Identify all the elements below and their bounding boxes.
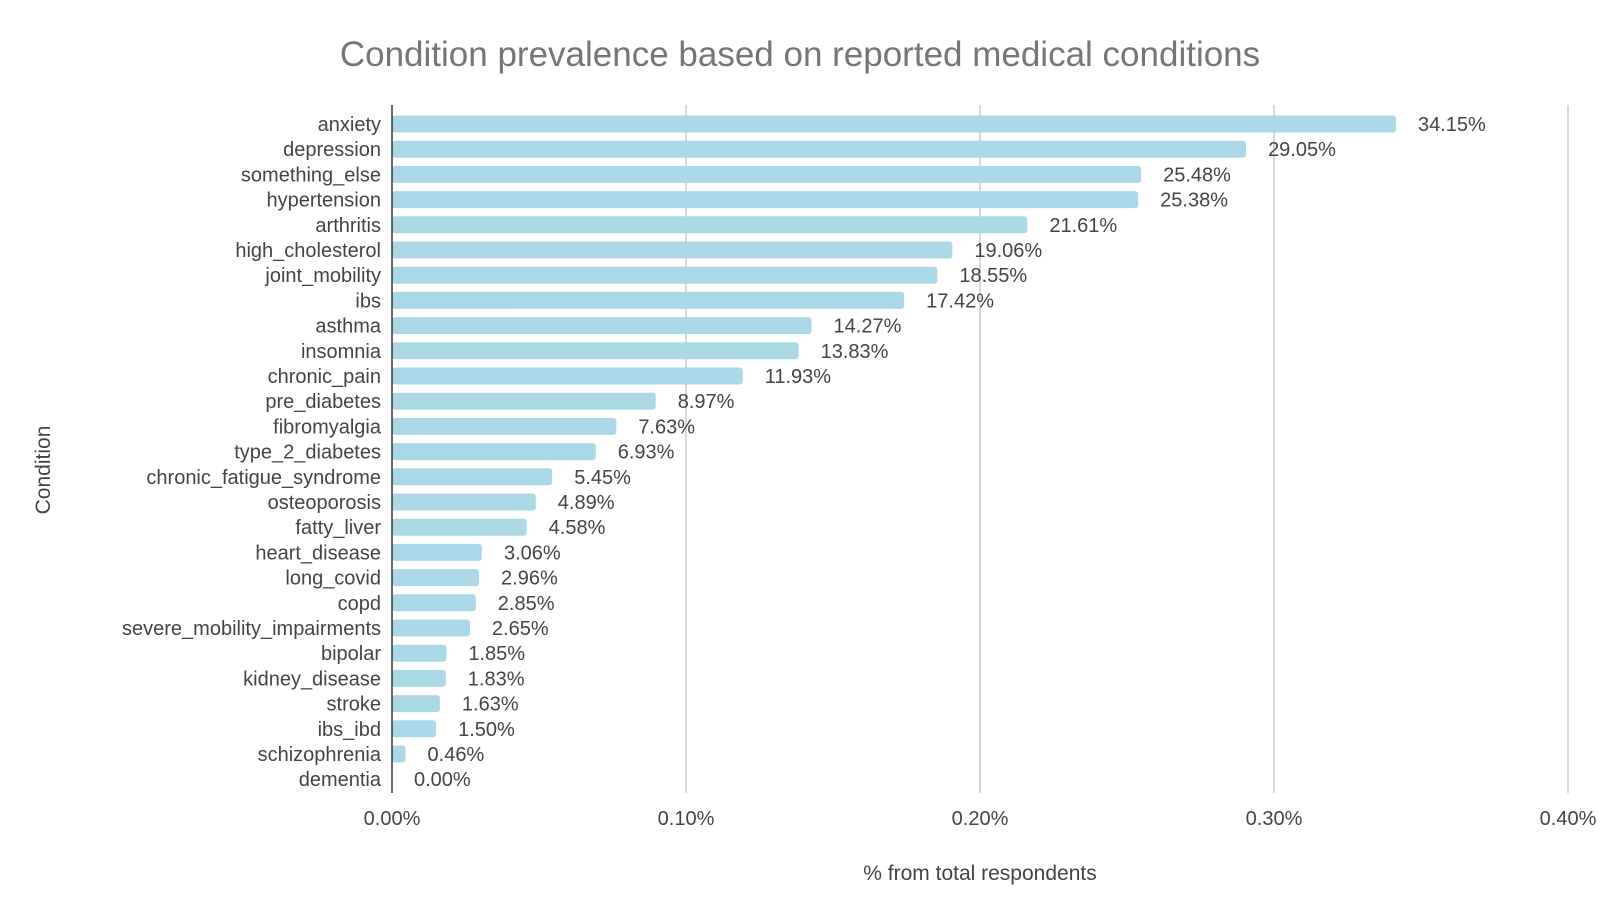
category-label: heart_disease bbox=[255, 542, 381, 564]
x-tick-label: 0.20% bbox=[952, 808, 1009, 830]
data-label: 1.50% bbox=[458, 719, 515, 741]
bar-ibs_ibd bbox=[392, 720, 437, 738]
bar-something_else bbox=[392, 165, 1142, 183]
category-labels: anxiety depression something_else hypertens… bbox=[122, 114, 382, 791]
x-tick-label: 0.40% bbox=[1540, 808, 1597, 830]
data-label: 18.55% bbox=[959, 265, 1027, 287]
data-label: 1.63% bbox=[462, 694, 519, 716]
category-label: fatty_liver bbox=[295, 517, 381, 539]
category-label: chronic_pain bbox=[268, 366, 381, 388]
category-label: anxiety bbox=[318, 114, 381, 136]
category-label: high_cholesterol bbox=[235, 240, 381, 262]
bar-high_cholesterol bbox=[392, 241, 953, 259]
x-tick-label: 0.00% bbox=[364, 808, 421, 830]
bar-osteoporosis bbox=[392, 493, 536, 511]
category-label: fibromyalgia bbox=[273, 416, 382, 438]
category-label: copd bbox=[338, 593, 381, 615]
data-label: 25.38% bbox=[1160, 190, 1228, 212]
bar-type_2_diabetes bbox=[392, 443, 596, 461]
chart-title: Condition prevalence based on reported m… bbox=[340, 35, 1260, 74]
bar-heart_disease bbox=[392, 543, 482, 561]
bar-chronic_pain bbox=[392, 367, 743, 385]
data-label: 14.27% bbox=[834, 316, 902, 338]
category-label: stroke bbox=[327, 694, 381, 716]
data-label: 5.45% bbox=[574, 467, 631, 489]
category-label: ibs bbox=[355, 290, 381, 312]
bar-severe_mobility_impairments bbox=[392, 619, 470, 637]
bar-kidney_disease bbox=[392, 669, 446, 687]
category-label: something_else bbox=[241, 164, 381, 186]
category-label: bipolar bbox=[321, 643, 381, 665]
category-label: hypertension bbox=[266, 190, 381, 212]
data-label: 17.42% bbox=[926, 290, 994, 312]
bar-insomnia bbox=[392, 342, 799, 360]
data-label: 2.96% bbox=[501, 568, 558, 590]
data-label: 29.05% bbox=[1268, 139, 1336, 161]
bar-arthritis bbox=[392, 216, 1028, 234]
bar-anxiety bbox=[392, 115, 1397, 133]
bar-fatty_liver bbox=[392, 518, 527, 536]
category-label: pre_diabetes bbox=[265, 391, 381, 413]
data-label: 7.63% bbox=[638, 416, 695, 438]
data-label: 2.65% bbox=[492, 618, 549, 640]
category-label: insomnia bbox=[301, 341, 382, 363]
y-axis-title: Condition bbox=[32, 426, 55, 515]
category-label: chronic_fatigue_syndrome bbox=[146, 467, 381, 489]
category-label: ibs_ibd bbox=[318, 719, 381, 741]
data-label: 6.93% bbox=[618, 442, 675, 464]
data-label: 4.89% bbox=[558, 492, 615, 514]
bar-depression bbox=[392, 140, 1247, 158]
data-labels: 34.15% 29.05% 25.48% 25.38% 21.61% 19.06% 18.5… bbox=[414, 114, 1486, 791]
bars bbox=[392, 115, 1397, 763]
data-label: 11.93% bbox=[765, 366, 832, 388]
x-tick-label: 0.10% bbox=[658, 808, 715, 830]
category-label: dementia bbox=[299, 769, 382, 791]
data-label: 2.85% bbox=[498, 593, 555, 615]
x-axis-ticks: 0.00% 0.10% 0.20% 0.30% 0.40% bbox=[364, 808, 1597, 830]
data-label: 21.61% bbox=[1049, 215, 1117, 237]
category-label: joint_mobility bbox=[264, 265, 381, 287]
bar-pre_diabetes bbox=[392, 392, 656, 410]
bar-chronic_fatigue_syndrome bbox=[392, 468, 553, 486]
category-label: schizophrenia bbox=[258, 744, 382, 766]
bar-hypertension bbox=[392, 191, 1139, 209]
x-axis-title: % from total respondents bbox=[863, 862, 1096, 885]
data-label: 0.00% bbox=[414, 769, 471, 791]
data-label: 1.85% bbox=[468, 643, 525, 665]
category-label: type_2_diabetes bbox=[234, 442, 381, 464]
bar-schizophrenia bbox=[392, 745, 406, 763]
data-label: 34.15% bbox=[1418, 114, 1486, 136]
category-label: severe_mobility_impairments bbox=[122, 618, 381, 640]
data-label: 3.06% bbox=[504, 542, 561, 564]
data-label: 13.83% bbox=[821, 341, 889, 363]
grid-lines bbox=[685, 105, 1569, 793]
bar-asthma bbox=[392, 317, 812, 335]
data-label: 4.58% bbox=[549, 517, 606, 539]
bar-stroke bbox=[392, 695, 440, 713]
data-label: 1.83% bbox=[468, 668, 525, 690]
data-label: 19.06% bbox=[974, 240, 1042, 262]
category-label: arthritis bbox=[315, 215, 381, 237]
x-tick-label: 0.30% bbox=[1246, 808, 1303, 830]
bar-copd bbox=[392, 594, 476, 612]
category-label: asthma bbox=[315, 316, 381, 338]
bar-bipolar bbox=[392, 644, 447, 662]
data-label: 25.48% bbox=[1163, 164, 1231, 186]
data-label: 0.46% bbox=[428, 744, 485, 766]
category-label: depression bbox=[283, 139, 381, 161]
category-label: osteoporosis bbox=[268, 492, 381, 514]
bar-long_covid bbox=[392, 569, 480, 587]
bar-fibromyalgia bbox=[392, 417, 617, 435]
category-label: kidney_disease bbox=[243, 668, 381, 690]
bar-ibs bbox=[392, 291, 905, 309]
data-label: 8.97% bbox=[678, 391, 735, 413]
category-label: long_covid bbox=[285, 568, 381, 590]
bar-joint_mobility bbox=[392, 266, 938, 284]
